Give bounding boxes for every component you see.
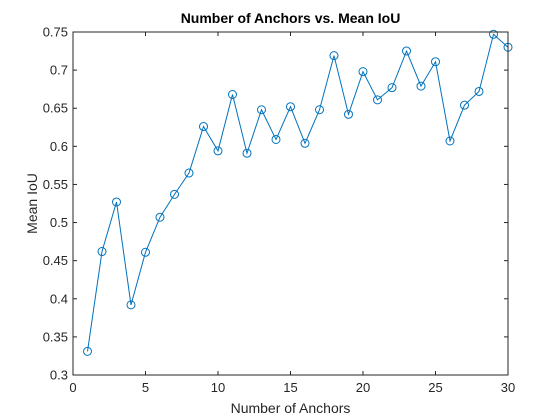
data-point-marker <box>373 95 382 105</box>
y-tick-label: 0.4 <box>50 291 68 306</box>
x-tick-label: 20 <box>356 380 370 395</box>
x-tick-label: 0 <box>69 380 76 395</box>
data-point-marker <box>271 134 281 144</box>
y-axis-title: Mean IoU <box>24 173 40 234</box>
series-line <box>87 33 509 352</box>
y-tick-label: 0.35 <box>43 329 68 344</box>
x-tick-label: 30 <box>501 380 515 395</box>
x-tick-labels: 0 5 10 15 20 25 30 <box>69 380 515 395</box>
plot-box <box>72 31 509 376</box>
x-axis-title: Number of Anchors <box>231 400 351 416</box>
data-point-marker <box>97 247 107 257</box>
data-point-marker <box>112 197 121 207</box>
data-point-marker <box>445 136 455 146</box>
data-point-marker <box>402 46 411 56</box>
data-point-marker <box>474 86 484 96</box>
data-point-marker <box>329 51 339 61</box>
data-point-marker <box>344 109 353 119</box>
data-point-marker <box>315 105 324 115</box>
x-tick-label: 15 <box>283 380 297 395</box>
y-tick-label: 0.65 <box>43 101 68 116</box>
y-tick-label: 0.6 <box>50 139 68 154</box>
data-point-marker <box>141 247 150 257</box>
y-tick-label: 0.45 <box>43 253 68 268</box>
data-point-marker <box>460 100 469 110</box>
data-point-marker <box>228 90 237 100</box>
x-tick-label: 10 <box>211 380 225 395</box>
data-point-marker <box>83 346 92 356</box>
y-tick-label: 0.3 <box>50 368 68 383</box>
y-tick-label: 0.75 <box>43 25 68 40</box>
chart-title: Number of Anchors vs. Mean IoU <box>181 10 401 26</box>
data-point-marker <box>242 148 252 158</box>
x-tick-label: 5 <box>142 380 149 395</box>
data-point-marker <box>126 300 136 310</box>
data-point-marker <box>199 122 208 132</box>
data-point-marker <box>257 105 266 115</box>
y-tick-label: 0.7 <box>50 63 68 78</box>
data-point-marker <box>387 83 397 93</box>
plot-area <box>73 32 508 375</box>
data-point-marker <box>213 146 223 156</box>
data-point-marker <box>155 212 165 222</box>
data-point-marker <box>184 168 194 178</box>
y-tick-label: 0.5 <box>50 215 68 230</box>
data-point-marker <box>300 138 310 148</box>
data-point-marker <box>416 81 426 91</box>
y-tick-labels: 0.3 0.35 0.4 0.45 0.5 0.55 0.6 0.65 0.7 0.75 <box>43 25 68 383</box>
data-point-marker <box>431 57 440 67</box>
data-point-marker <box>489 29 498 39</box>
data-point-marker <box>170 189 179 199</box>
data-point-marker <box>358 67 368 77</box>
x-tick-label: 25 <box>428 380 442 395</box>
data-point-marker <box>286 102 295 112</box>
y-tick-label: 0.55 <box>43 177 68 192</box>
